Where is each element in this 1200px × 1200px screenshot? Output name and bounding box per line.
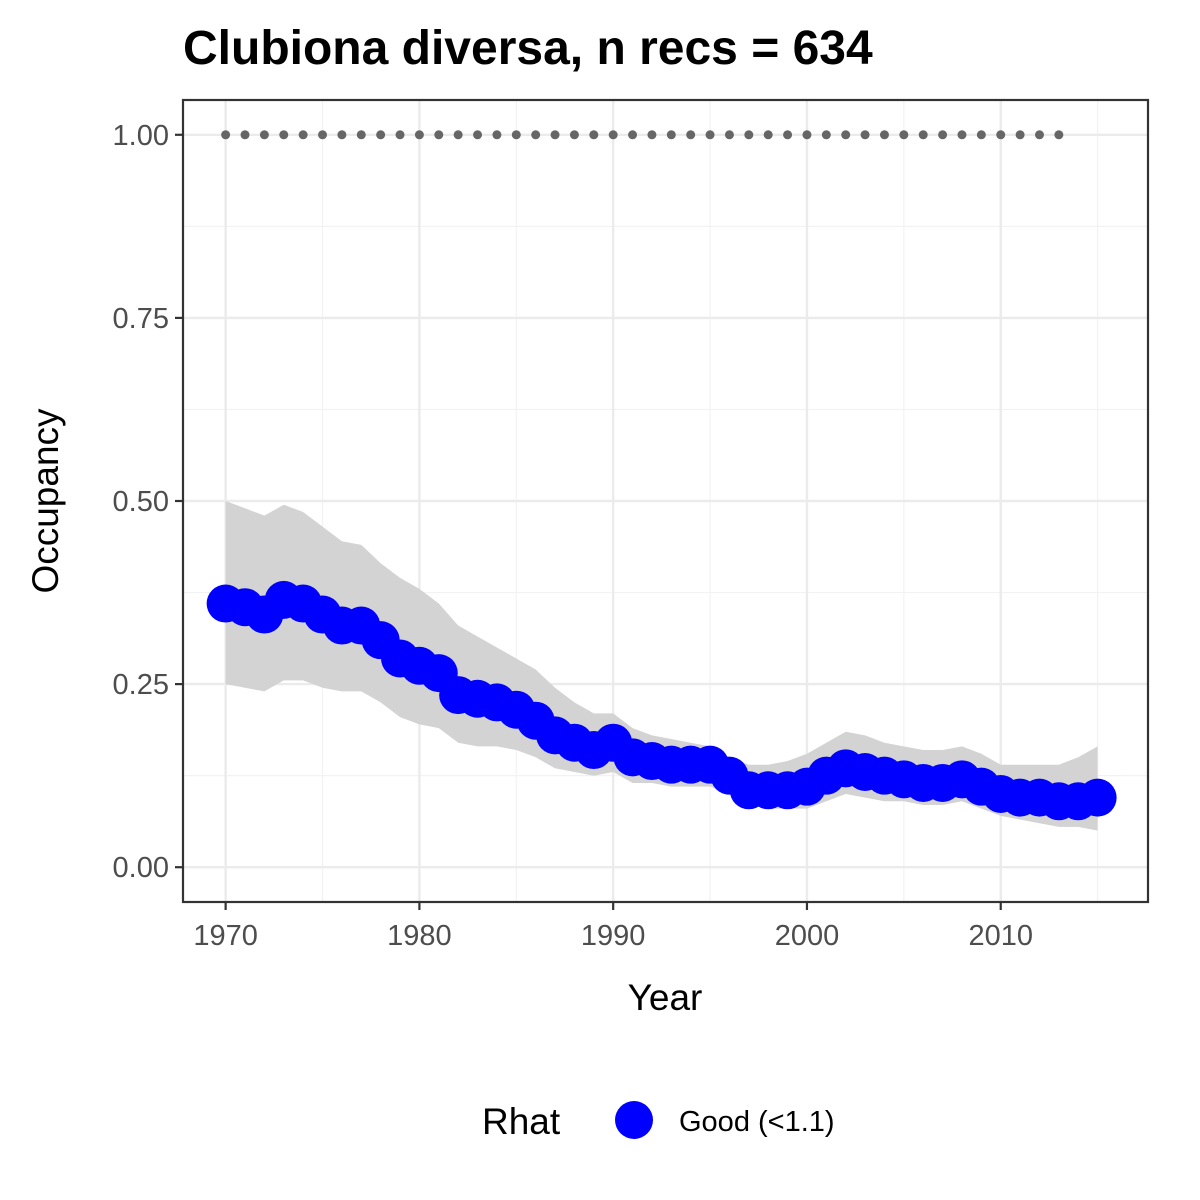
x-tick-label: 1970	[193, 920, 258, 952]
y-tick-label: 0.50	[113, 486, 169, 518]
occupancy-point	[1078, 778, 1117, 817]
record-dot	[395, 130, 405, 140]
legend-label-good: Good (<1.1)	[679, 1106, 835, 1138]
legend-key-good	[615, 1101, 653, 1139]
record-dot	[318, 130, 328, 140]
y-axis-title: Occupancy	[25, 408, 66, 594]
record-dot	[240, 130, 250, 140]
record-dot	[666, 130, 676, 140]
record-dot	[918, 130, 928, 140]
legend: Rhat Good (<1.1)	[482, 1101, 835, 1142]
record-dot	[860, 130, 870, 140]
y-tick-label: 0.25	[113, 669, 169, 701]
record-dot	[628, 130, 638, 140]
record-dot	[221, 130, 231, 140]
record-dot	[434, 130, 444, 140]
record-dot	[531, 130, 541, 140]
record-dot	[899, 130, 909, 140]
x-tick-label: 2010	[968, 920, 1033, 952]
record-dot	[821, 130, 831, 140]
record-dot	[414, 130, 424, 140]
record-dot	[957, 130, 967, 140]
record-dot	[279, 130, 289, 140]
record-dot	[705, 130, 715, 140]
y-tick-label: 0.00	[113, 852, 169, 884]
occupancy-points	[206, 580, 1117, 821]
record-dot	[453, 130, 463, 140]
record-dot	[259, 130, 269, 140]
record-dot	[783, 130, 793, 140]
record-dot	[647, 130, 657, 140]
confidence-ribbon	[225, 501, 1098, 831]
record-dot	[473, 130, 483, 140]
records-dotted-line	[221, 130, 1064, 140]
chart-title: Clubiona diversa, n recs = 634	[183, 22, 873, 75]
record-dot	[938, 130, 948, 140]
record-dot	[996, 130, 1006, 140]
record-dot	[802, 130, 812, 140]
x-tick-label: 1990	[581, 920, 646, 952]
record-dot	[976, 130, 986, 140]
record-dot	[763, 130, 773, 140]
record-dot	[724, 130, 734, 140]
y-tick-label: 1.00	[113, 120, 169, 152]
record-dot	[492, 130, 502, 140]
record-dot	[686, 130, 696, 140]
record-dot	[841, 130, 851, 140]
x-axis-title: Year	[628, 977, 703, 1018]
x-tick-label: 2000	[775, 920, 840, 952]
y-axis: 0.00 0.25 0.50 0.75 1.00	[113, 120, 183, 884]
record-dot	[879, 130, 889, 140]
record-dot	[298, 130, 308, 140]
x-axis: 1970 1980 1990 2000 2010	[193, 902, 1033, 952]
x-tick-label: 1980	[387, 920, 452, 952]
record-dot	[589, 130, 599, 140]
record-dot	[376, 130, 386, 140]
record-dot	[744, 130, 754, 140]
record-dot	[1034, 130, 1044, 140]
record-dot	[337, 130, 347, 140]
legend-title: Rhat	[482, 1101, 561, 1142]
y-tick-label: 0.75	[113, 303, 169, 335]
record-dot	[1015, 130, 1025, 140]
record-dot	[550, 130, 560, 140]
record-dot	[356, 130, 366, 140]
record-dot	[608, 130, 618, 140]
record-dot	[569, 130, 579, 140]
record-dot	[1054, 130, 1064, 140]
record-dot	[511, 130, 521, 140]
